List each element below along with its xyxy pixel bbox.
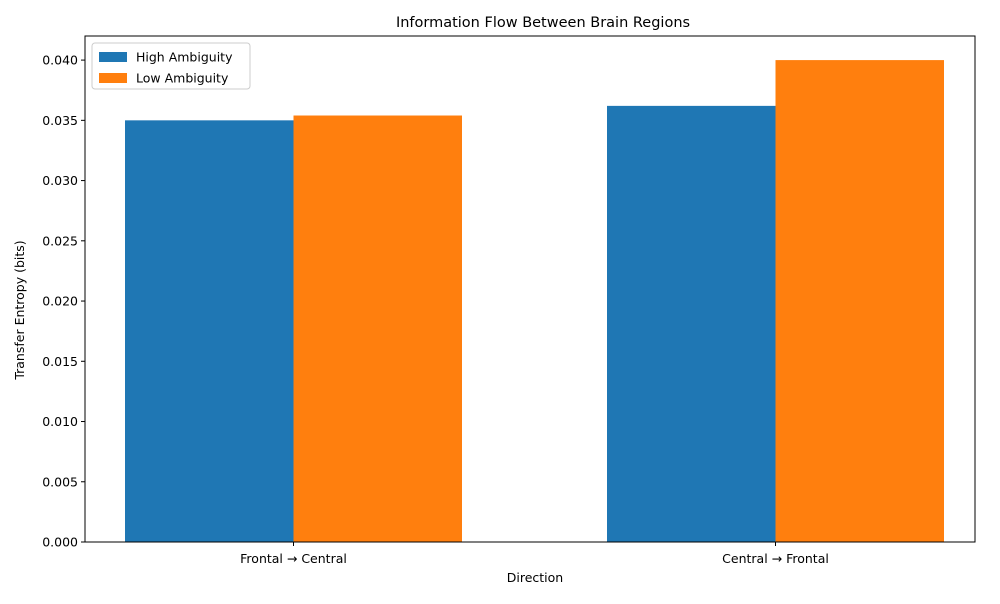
y-tick-label: 0.025 bbox=[42, 233, 78, 248]
x-axis-ticks: Frontal → Central Central → Frontal bbox=[240, 542, 829, 566]
y-tick-label: 0.020 bbox=[42, 294, 78, 309]
y-tick-label: 0.005 bbox=[42, 474, 78, 489]
y-axis-ticks: 0.000 0.005 0.010 0.015 0.020 0.025 0.030 0.035… bbox=[42, 53, 85, 550]
plot-frame bbox=[84, 35, 976, 543]
legend-box bbox=[91, 42, 251, 90]
x-tick-label: Frontal → Central bbox=[240, 551, 347, 566]
legend-swatch-2 bbox=[99, 73, 127, 83]
y-tick-label: 0.030 bbox=[42, 173, 78, 188]
chart-title: Information Flow Between Brain Regions bbox=[396, 15, 690, 31]
bar-low-ambiguity-2 bbox=[775, 60, 944, 542]
legend: High Ambiguity Low Ambiguity bbox=[91, 42, 251, 90]
legend-label-2: Low Ambiguity bbox=[136, 71, 229, 86]
y-tick-label: 0.010 bbox=[42, 414, 78, 429]
x-axis-label: Direction bbox=[507, 570, 563, 585]
x-tick-label: Central → Frontal bbox=[722, 551, 829, 566]
bar-high-ambiguity-2 bbox=[607, 105, 776, 542]
bar-low-ambiguity-1 bbox=[293, 115, 462, 542]
legend-label-1: High Ambiguity bbox=[136, 50, 233, 65]
y-tick-label: 0.015 bbox=[42, 354, 78, 369]
y-tick-label: 0.035 bbox=[42, 113, 78, 128]
legend-swatch-1 bbox=[99, 52, 127, 62]
y-tick-label: 0.040 bbox=[42, 53, 78, 68]
y-tick-label: 0.000 bbox=[42, 535, 78, 550]
bar-high-ambiguity-1 bbox=[125, 120, 294, 542]
bars-group bbox=[125, 60, 944, 542]
y-axis-label: Transfer Entropy (bits) bbox=[12, 240, 27, 380]
